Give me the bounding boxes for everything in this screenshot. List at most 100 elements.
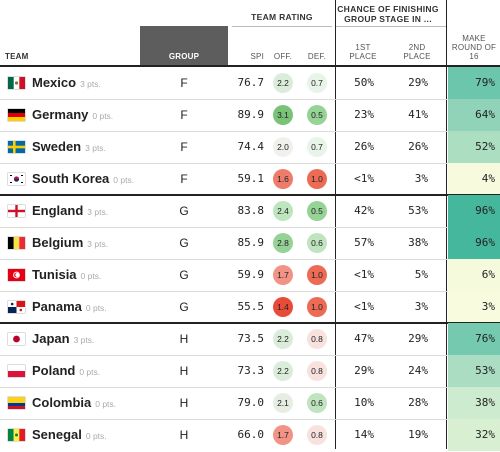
row-divider bbox=[0, 259, 500, 260]
team-points: 3 pts. bbox=[73, 335, 95, 345]
second-place-cell: 19% bbox=[408, 428, 428, 441]
group-divider bbox=[0, 322, 500, 324]
group-column-header: GROUP bbox=[168, 52, 200, 61]
off-rating-circle: 2.0 bbox=[273, 137, 293, 157]
make-round-value: 53% bbox=[475, 364, 495, 377]
make-round-cell: 53% bbox=[448, 355, 500, 387]
chance-underline bbox=[336, 26, 446, 27]
senegal-flag-icon bbox=[8, 429, 25, 441]
make-round-cell: 79% bbox=[448, 67, 500, 99]
team-rating-header: TEAM RATING bbox=[251, 12, 313, 22]
sweden-flag-icon bbox=[8, 141, 25, 153]
group-divider bbox=[0, 194, 500, 196]
header-rule bbox=[0, 65, 500, 67]
def-rating-circle: 0.6 bbox=[307, 393, 327, 413]
group-cell: H bbox=[179, 364, 189, 378]
second-place-cell: 38% bbox=[408, 236, 428, 249]
group-cell: F bbox=[180, 108, 188, 122]
team-name: Senegal 0 pts. bbox=[32, 427, 107, 442]
group-cell: G bbox=[179, 236, 189, 250]
spi-cell: 85.9 bbox=[237, 236, 265, 249]
tunisia-flag-icon bbox=[8, 269, 25, 281]
second-place-cell: 3% bbox=[414, 300, 428, 313]
table-row: Senegal 0 pts. H 66.0 1.7 0.8 14% 19% 32% bbox=[0, 419, 500, 451]
spi-cell: 73.3 bbox=[237, 364, 265, 377]
panama-flag-icon bbox=[8, 301, 25, 313]
first-place-cell: 10% bbox=[354, 396, 374, 409]
team-points: 3 pts. bbox=[87, 207, 109, 217]
spi-cell: 59.9 bbox=[237, 268, 265, 281]
table-row: Tunisia 0 pts. G 59.9 1.7 1.0 <1% 5% 6% bbox=[0, 259, 500, 291]
spi-cell: 79.0 bbox=[237, 396, 265, 409]
team-name: Poland 0 pts. bbox=[32, 363, 101, 378]
make-round-value: 3% bbox=[481, 300, 495, 313]
second-place-cell: 29% bbox=[408, 76, 428, 89]
group-cell: F bbox=[180, 76, 188, 90]
team-points: 0 pts. bbox=[95, 399, 117, 409]
make-round-value: 4% bbox=[481, 172, 495, 185]
make-round-cell: 76% bbox=[448, 323, 500, 355]
make-round-value: 32% bbox=[475, 428, 495, 441]
team-points: 3 pts. bbox=[87, 239, 109, 249]
group-cell: G bbox=[179, 300, 189, 314]
row-divider bbox=[0, 419, 500, 420]
team-points: 3 pts. bbox=[85, 143, 106, 153]
row-divider bbox=[0, 291, 500, 292]
second-place-cell: 29% bbox=[408, 332, 428, 345]
def-rating-circle: 0.8 bbox=[307, 425, 327, 445]
make-round-cell: 32% bbox=[448, 419, 500, 451]
second-place-cell: 5% bbox=[414, 268, 428, 281]
group-cell: H bbox=[179, 396, 189, 410]
table-row: England 3 pts. G 83.8 2.4 0.5 42% 53% 96% bbox=[0, 195, 500, 227]
team-name: Belgium 3 pts. bbox=[32, 235, 109, 250]
first-place-cell: 26% bbox=[354, 140, 374, 153]
first-place-cell: <1% bbox=[354, 300, 374, 313]
mexico-flag-icon bbox=[8, 77, 25, 89]
off-rating-circle: 2.1 bbox=[273, 393, 293, 413]
table-row: Poland 0 pts. H 73.3 2.2 0.8 29% 24% 53% bbox=[0, 355, 500, 387]
germany-flag-icon bbox=[8, 109, 25, 121]
def-rating-circle: 0.8 bbox=[307, 329, 327, 349]
off-column-header: OFF. bbox=[273, 52, 293, 61]
group-cell: H bbox=[179, 428, 189, 442]
make-round-cell: 96% bbox=[448, 227, 500, 259]
team-name: South Korea 0 pts. bbox=[32, 171, 135, 186]
team-points: 0 pts. bbox=[80, 271, 102, 281]
make-round-cell: 3% bbox=[448, 291, 500, 323]
first-place-cell: <1% bbox=[354, 172, 374, 185]
spi-cell: 55.5 bbox=[237, 300, 265, 313]
make-round-cell: 52% bbox=[448, 131, 500, 163]
make-round-value: 6% bbox=[481, 268, 495, 281]
make-round-cell: 6% bbox=[448, 259, 500, 291]
table-row: Sweden 3 pts. F 74.4 2.0 0.7 26% 26% 52% bbox=[0, 131, 500, 163]
team-points: 0 pts. bbox=[85, 303, 107, 313]
south-korea-flag-icon bbox=[8, 173, 25, 185]
poland-flag-icon bbox=[8, 365, 25, 377]
team-name: Panama 0 pts. bbox=[32, 299, 107, 314]
spi-cell: 66.0 bbox=[237, 428, 265, 441]
team-name: England 3 pts. bbox=[32, 203, 109, 218]
team-column-header: TEAM bbox=[5, 52, 29, 61]
make-round-value: 76% bbox=[475, 332, 495, 345]
row-divider bbox=[0, 387, 500, 388]
def-rating-circle: 0.7 bbox=[307, 137, 327, 157]
second-place-cell: 3% bbox=[414, 172, 428, 185]
def-rating-circle: 0.5 bbox=[307, 105, 327, 125]
off-rating-circle: 2.4 bbox=[273, 201, 293, 221]
spi-cell: 76.7 bbox=[237, 76, 265, 89]
table-row: South Korea 0 pts. F 59.1 1.6 1.0 <1% 3% 4% bbox=[0, 163, 500, 195]
colombia-flag-icon bbox=[8, 397, 25, 409]
spi-cell: 83.8 bbox=[237, 204, 265, 217]
team-name: Germany 0 pts. bbox=[32, 107, 114, 122]
team-points: 3 pts. bbox=[80, 79, 101, 89]
first-place-cell: 42% bbox=[354, 204, 374, 217]
def-rating-circle: 1.0 bbox=[307, 169, 327, 189]
team-name: Japan 3 pts. bbox=[32, 331, 95, 346]
off-rating-circle: 1.7 bbox=[273, 265, 293, 285]
off-rating-circle: 2.2 bbox=[273, 361, 293, 381]
second-place-column-header: 2ND PLACE bbox=[403, 43, 431, 61]
team-name: Mexico 3 pts. bbox=[32, 75, 101, 90]
def-rating-circle: 0.8 bbox=[307, 361, 327, 381]
table-row: Mexico 3 pts. F 76.7 2.2 0.7 50% 29% 79% bbox=[0, 67, 500, 99]
